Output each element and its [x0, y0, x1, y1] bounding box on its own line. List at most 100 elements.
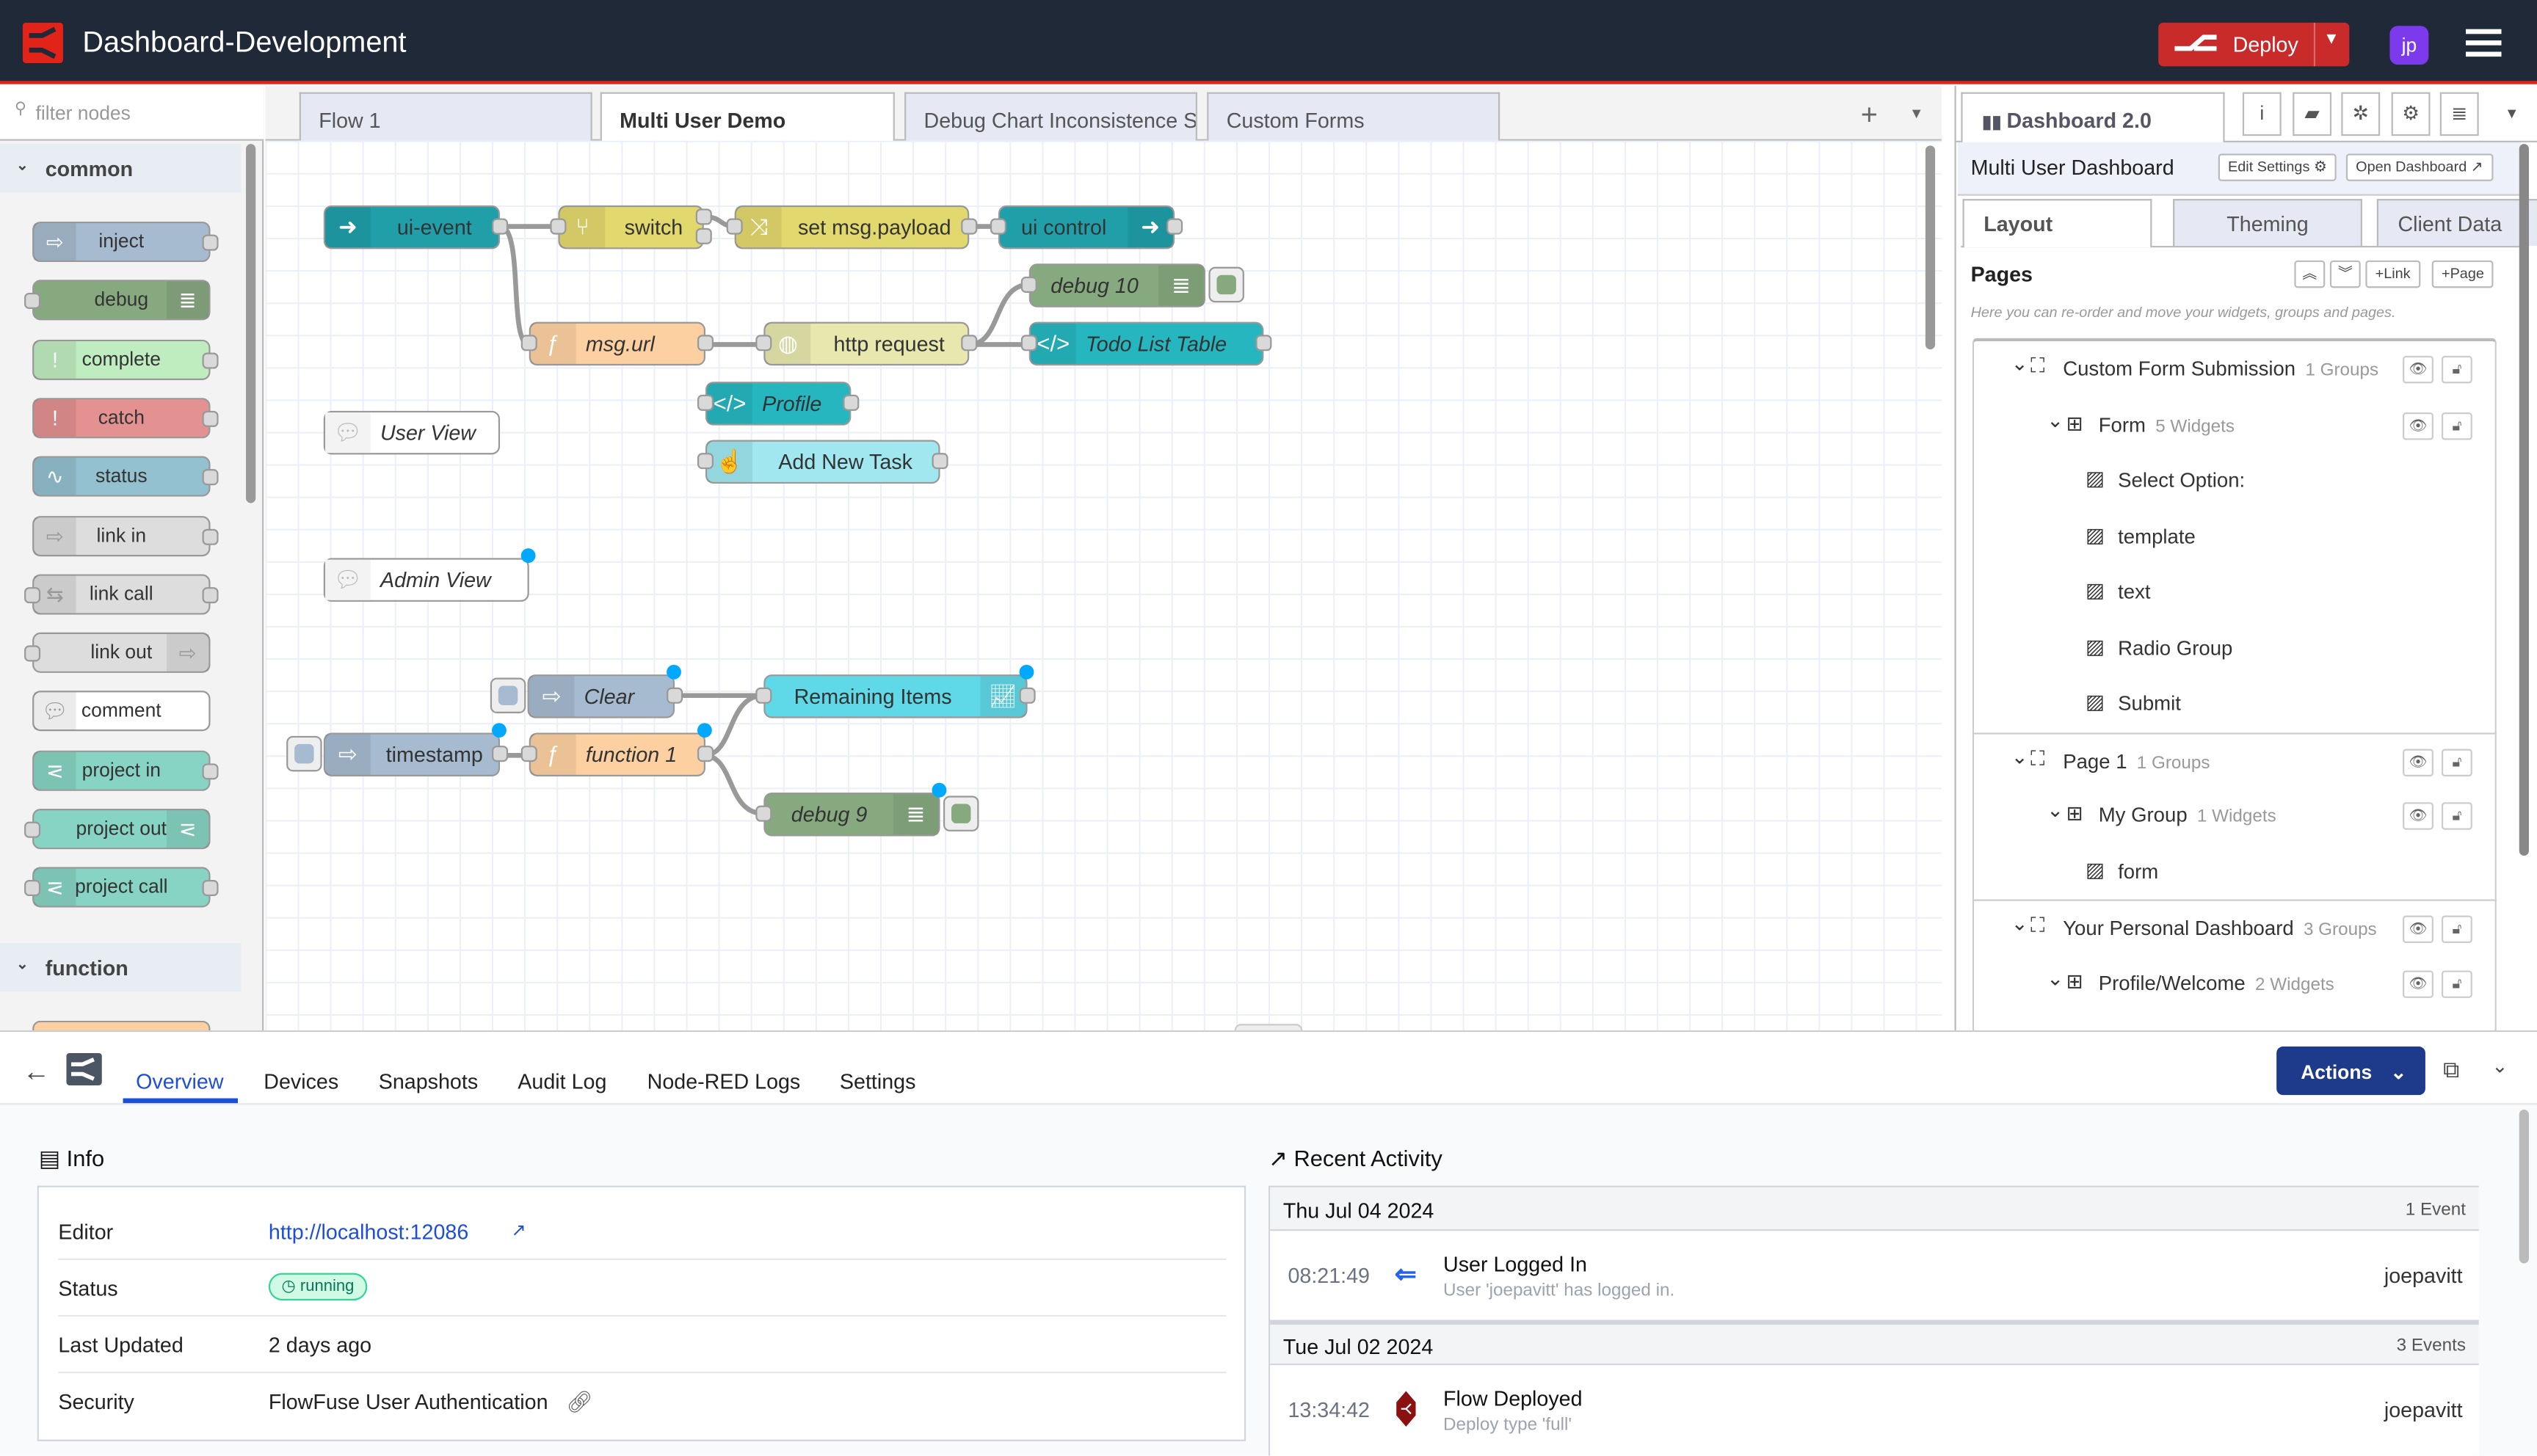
- output-port[interactable]: [667, 687, 683, 704]
- filter-nodes-input[interactable]: ⚲ filter nodes: [0, 85, 264, 141]
- tab-client-data[interactable]: Client Data: [2376, 199, 2537, 247]
- database-icon[interactable]: ≣: [2439, 92, 2479, 136]
- visibility-eye-icon[interactable]: 👁︎: [2403, 355, 2433, 384]
- input-port[interactable]: [697, 394, 714, 411]
- output-port[interactable]: [492, 218, 509, 235]
- debug-toggle-button[interactable]: [943, 796, 979, 831]
- chevron-down-icon[interactable]: ⌄: [2011, 912, 2028, 935]
- info-icon[interactable]: i: [2242, 92, 2282, 136]
- avatar[interactable]: jp: [2389, 26, 2429, 65]
- debug-toggle-button[interactable]: [1208, 266, 1244, 303]
- palette-node-link-out[interactable]: ⇨ link out: [24, 633, 211, 674]
- tree-widget[interactable]: ▨ Select Option:: [1972, 453, 2497, 509]
- flow-node-function[interactable]: ƒ function 1: [520, 723, 714, 776]
- tree-page[interactable]: ⌄ ⛶ Custom Form Submission 1 Groups 👁︎ 🔓︎: [1972, 341, 2497, 398]
- flow-node-ui-template[interactable]: </> Profile: [697, 382, 860, 426]
- tree-widget[interactable]: ▨ template: [1972, 509, 2497, 565]
- tab-multi-user-demo[interactable]: Multi User Demo: [600, 92, 895, 142]
- tree-page[interactable]: ⌄ ⛶ Your Personal Dashboard 3 Groups 👁︎ 🔓︎: [1972, 899, 2497, 956]
- output-port[interactable]: [695, 228, 712, 244]
- input-port[interactable]: [990, 218, 1006, 235]
- panel-scrollbar[interactable]: [2519, 1109, 2529, 1264]
- input-port[interactable]: [697, 453, 714, 470]
- input-port[interactable]: [520, 335, 537, 352]
- input-port[interactable]: [726, 218, 743, 235]
- sidebar-dropdown-icon[interactable]: ▼: [2504, 105, 2519, 122]
- flow-node-ui-button[interactable]: ☝ Add New Task: [697, 440, 948, 484]
- add-flow-icon[interactable]: +: [1860, 98, 1878, 131]
- output-port[interactable]: [932, 453, 948, 470]
- edit-settings-button[interactable]: Edit Settings ⚙: [2218, 153, 2337, 181]
- tree-group[interactable]: ⌄ ⊞ Profile/Welcome 2 Widgets 👁︎ 🔓︎: [1972, 956, 2497, 1012]
- tab-debug-chart[interactable]: Debug Chart Inconsistence S: [904, 92, 1198, 141]
- input-port[interactable]: [1020, 276, 1037, 293]
- visibility-eye-icon[interactable]: 👁︎: [2403, 748, 2433, 776]
- visibility-eye-icon[interactable]: 👁︎: [2403, 411, 2433, 440]
- tree-widget[interactable]: ▨ Radio Group: [1972, 620, 2497, 677]
- palette-node-link-in[interactable]: ⇨ link in: [32, 514, 219, 556]
- unlock-icon[interactable]: 🔓︎: [2441, 355, 2472, 384]
- tree-group[interactable]: ⌄ ⊞ My Group 1 Widgets 👁︎ 🔓︎: [1972, 787, 2497, 844]
- deploy-dropdown-icon[interactable]: ▼: [2323, 30, 2340, 49]
- output-port[interactable]: [697, 335, 714, 352]
- tab-snapshots[interactable]: Snapshots: [378, 1069, 479, 1093]
- flow-node-comment[interactable]: 💬︎ User View: [323, 410, 501, 455]
- tab-custom-forms[interactable]: Custom Forms: [1207, 92, 1500, 141]
- tab-node-red-logs[interactable]: Node-RED Logs: [647, 1069, 801, 1093]
- inject-button[interactable]: [286, 735, 322, 772]
- book-icon[interactable]: ▰: [2293, 92, 2332, 136]
- output-port[interactable]: [1019, 687, 1036, 704]
- flow-node-switch[interactable]: ⑂ switch: [550, 205, 712, 250]
- bug-icon[interactable]: ✲: [2341, 92, 2381, 136]
- flow-node-function[interactable]: ƒ msg.url: [520, 321, 714, 366]
- tree-widget[interactable]: ▨ form: [1972, 843, 2497, 900]
- tab-theming[interactable]: Theming: [2173, 199, 2362, 247]
- chevron-down-icon[interactable]: ⌄: [2047, 798, 2064, 822]
- collapse-all-button[interactable]: ︽: [2294, 260, 2326, 288]
- palette-node-link-call[interactable]: ⇆ link call: [24, 574, 219, 615]
- external-link-icon[interactable]: ↗: [511, 1221, 526, 1241]
- canvas-scrollbar[interactable]: [1925, 145, 1936, 350]
- output-port[interactable]: [697, 746, 714, 762]
- input-port[interactable]: [755, 335, 772, 352]
- tab-dashboard-2[interactable]: ▮▮ Dashboard 2.0: [1961, 92, 2225, 142]
- output-port[interactable]: [1255, 335, 1272, 352]
- palette-category-common[interactable]: ⌄ common: [0, 144, 242, 193]
- tree-page[interactable]: ⌄ ⛶ Page 1 1 Groups 👁︎ 🔓︎: [1972, 732, 2497, 788]
- flow-node-ui-template[interactable]: </> Todo List Table: [1020, 321, 1272, 366]
- flow-node-ui-chart[interactable]: 📈︎ Remaining Items: [755, 664, 1036, 718]
- visibility-eye-icon[interactable]: 👁︎: [2403, 802, 2433, 830]
- input-port[interactable]: [755, 805, 772, 822]
- flow-node-debug[interactable]: ≣ debug 9: [755, 782, 979, 837]
- flow-list-dropdown-icon[interactable]: ▼: [1909, 105, 1924, 122]
- palette-node-inject[interactable]: ⇨ inject: [32, 221, 219, 263]
- back-arrow-icon[interactable]: ←: [22, 1056, 51, 1088]
- flow-node-debug[interactable]: ≣ debug 10: [1020, 263, 1244, 307]
- chevron-down-icon[interactable]: ⌄: [2047, 966, 2064, 989]
- palette-node-complete[interactable]: ! complete: [32, 338, 219, 380]
- tab-settings[interactable]: Settings: [839, 1069, 916, 1093]
- input-port[interactable]: [520, 746, 537, 762]
- inject-button[interactable]: [490, 677, 526, 713]
- flow-node-http-request[interactable]: ◍ http request: [755, 321, 978, 366]
- unlock-icon[interactable]: 🔓︎: [2441, 802, 2472, 830]
- palette-node-debug[interactable]: ≣ debug: [24, 280, 211, 321]
- flow-node-ui-event[interactable]: ➜ ui-event: [323, 205, 509, 250]
- output-port[interactable]: [961, 218, 978, 235]
- output-port[interactable]: [1166, 218, 1183, 235]
- chevron-down-icon[interactable]: ⌄: [2011, 744, 2028, 768]
- unlock-icon[interactable]: 🔓︎: [2441, 969, 2472, 997]
- tab-audit-log[interactable]: Audit Log: [518, 1069, 607, 1093]
- tree-group[interactable]: ⌄ ⊞ Form 5 Widgets 👁︎ 🔓︎: [1972, 397, 2497, 454]
- tab-devices[interactable]: Devices: [264, 1069, 339, 1093]
- palette-node-project-out[interactable]: ⋜ project out: [24, 809, 211, 850]
- chevron-down-icon[interactable]: ⌄: [2011, 352, 2028, 376]
- flow-node-inject[interactable]: ⇨ Clear: [490, 664, 683, 718]
- tree-widget[interactable]: ▨ Submit: [1972, 676, 2497, 732]
- deploy-button[interactable]: Deploy ▼: [2158, 22, 2350, 67]
- flow-node-inject[interactable]: ⇨ timestamp: [286, 723, 509, 776]
- add-page-button[interactable]: +Page: [2431, 260, 2494, 288]
- expand-all-button[interactable]: ︾: [2329, 260, 2361, 288]
- palette-node-project-call[interactable]: ⋜ project call: [24, 867, 219, 909]
- palette-category-function[interactable]: ⌄ function: [0, 942, 242, 992]
